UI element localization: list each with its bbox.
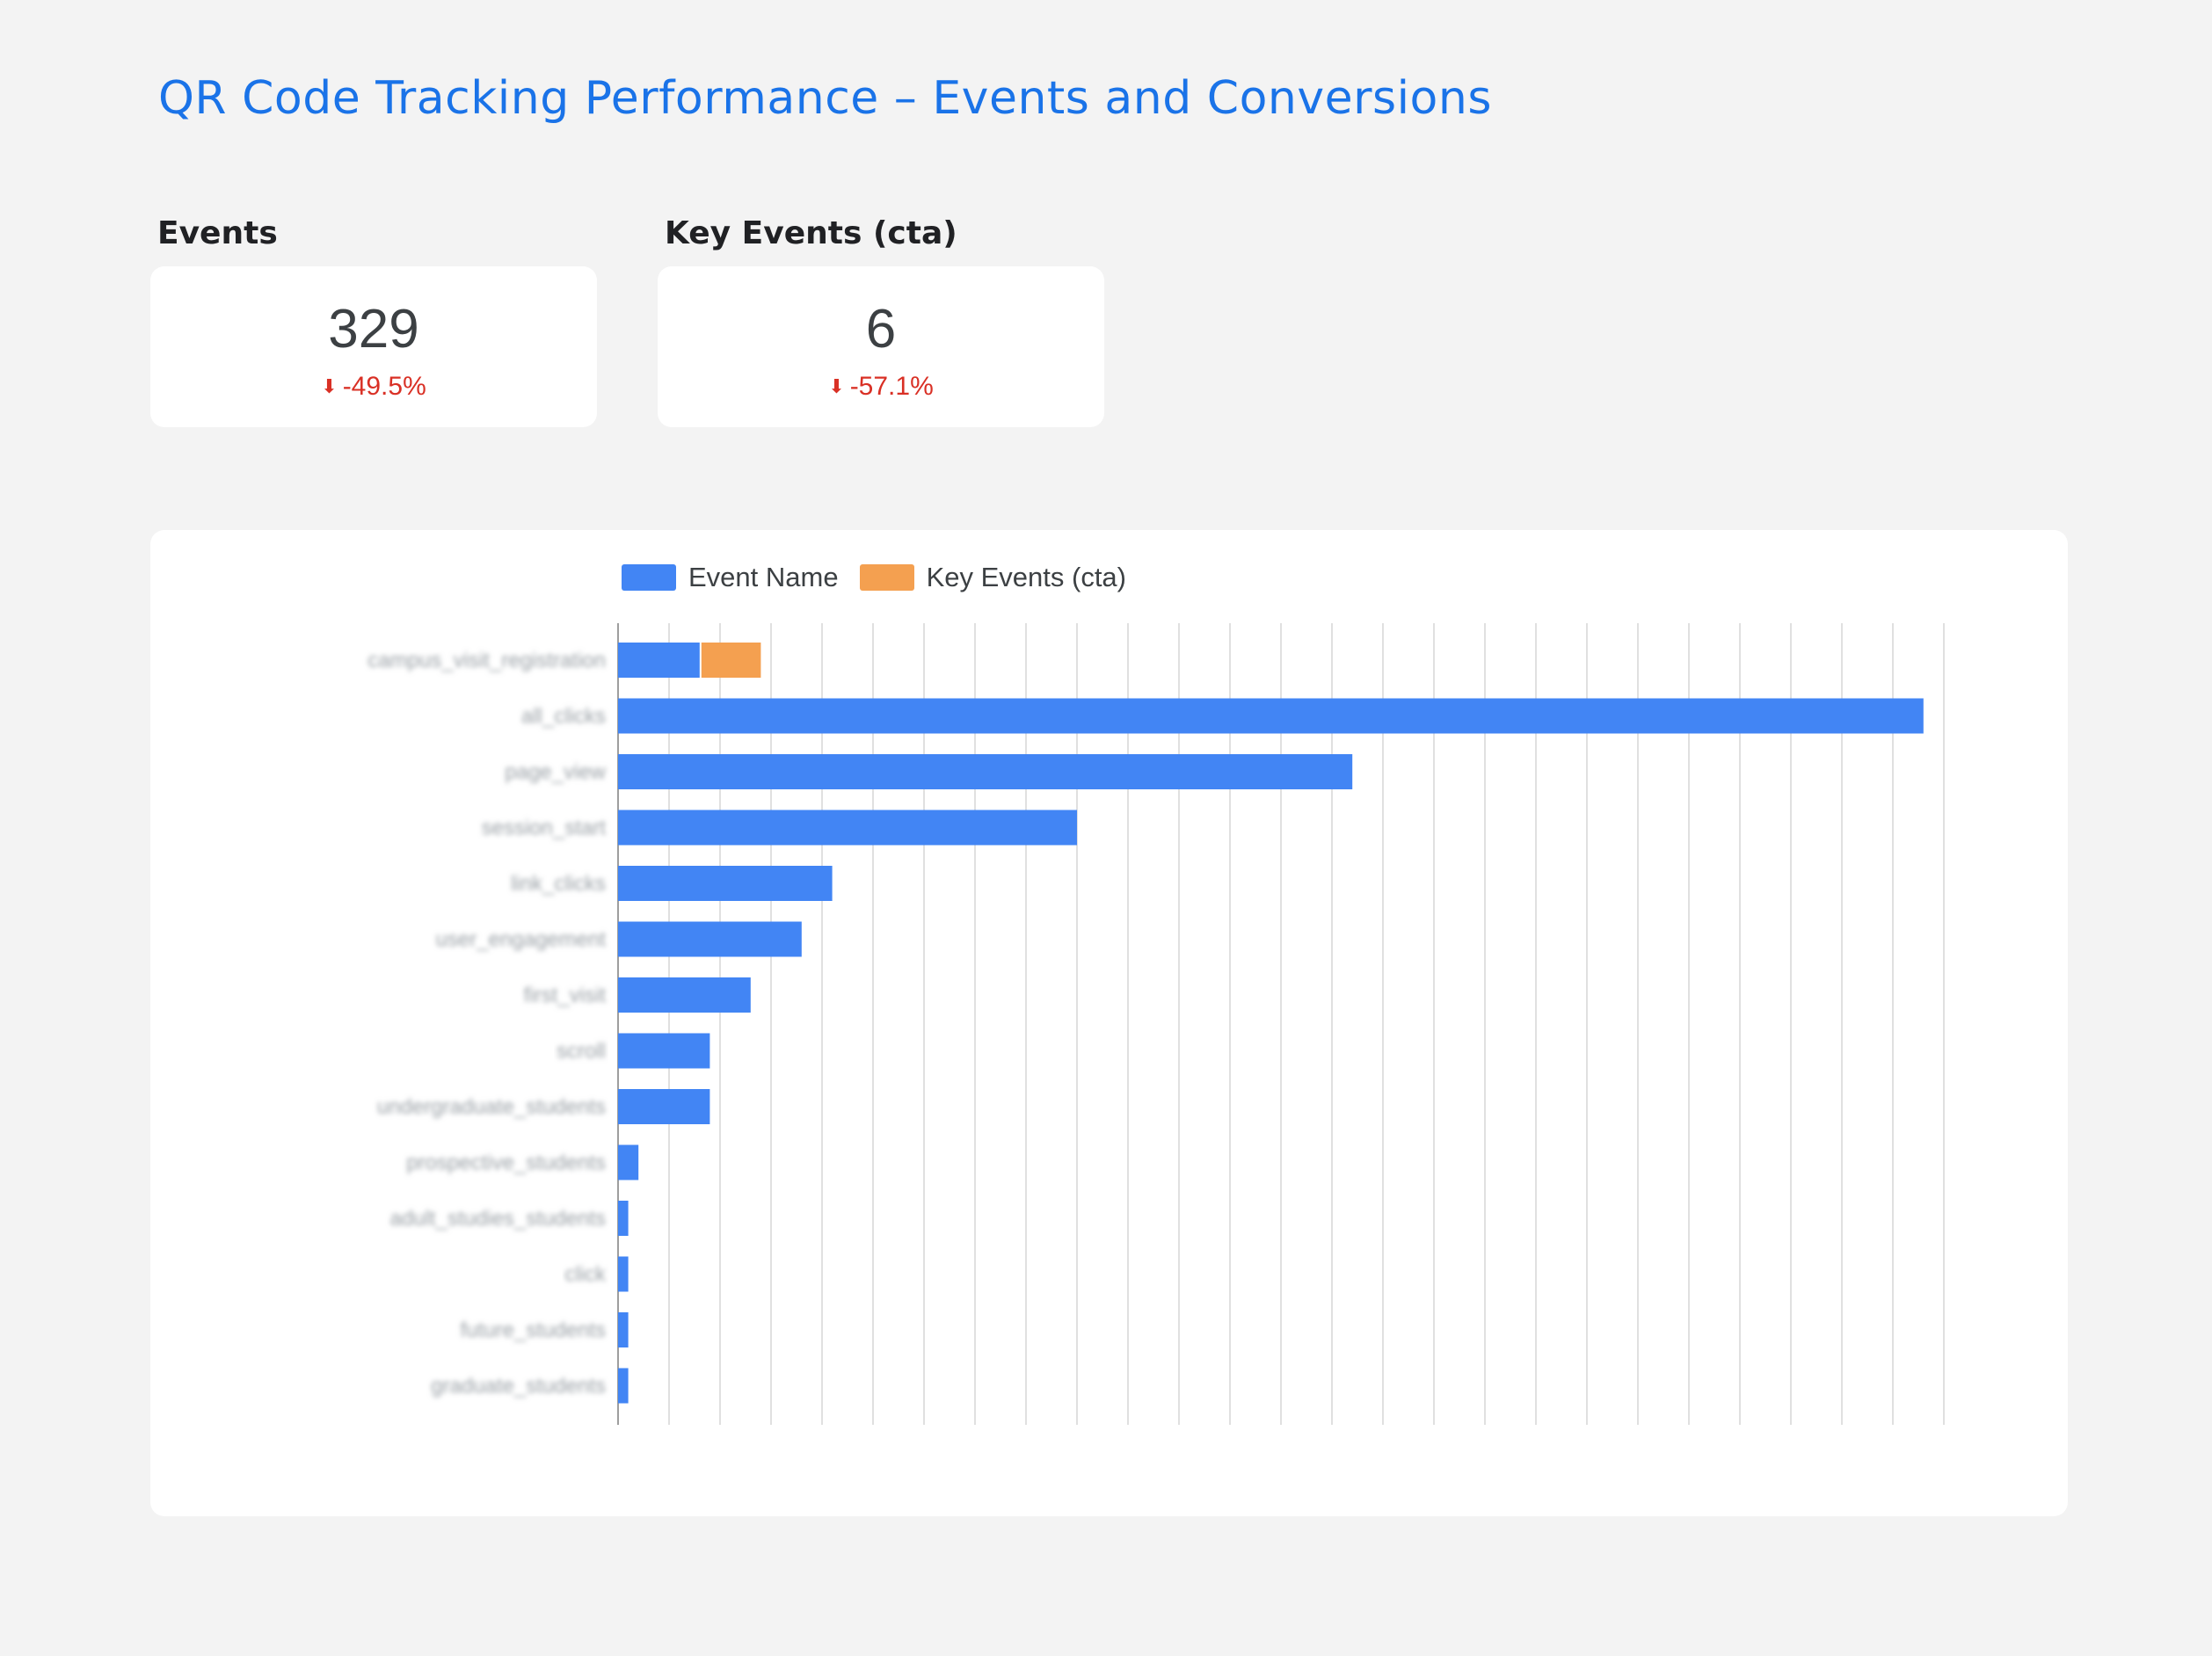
page-title: QR Code Tracking Performance – Events an… (158, 72, 1492, 125)
bar-event-name-scroll[interactable] (618, 1033, 710, 1069)
legend-label-event-name: Event Name (688, 562, 839, 592)
arrow-down-icon: ⬇ (828, 375, 845, 397)
chart-card: Event Name Key Events (cta) campus_visit… (150, 530, 2068, 1516)
category-label: campus_visit_registration (367, 649, 606, 672)
legend-swatch-event-name (622, 564, 676, 591)
bar-event-name-prospective_students[interactable] (618, 1144, 639, 1180)
bar-chart: campus_visit_registration all_clicks page_… (367, 623, 1945, 1425)
kpi-delta-key-events: ⬇ -57.1% (658, 372, 1104, 402)
bar-event-name-session_start[interactable] (618, 810, 1077, 846)
arrow-down-icon: ⬇ (321, 375, 338, 397)
bar-event-name-page_view[interactable] (618, 754, 1353, 789)
chart-legend: Event Name Key Events (cta) (622, 562, 1147, 593)
legend-item-event-name[interactable]: Event Name (622, 562, 839, 593)
kpi-delta-key-events-text: -57.1% (849, 372, 934, 401)
bar-event-name-undergraduate_students[interactable] (618, 1089, 710, 1124)
category-label: session_start (482, 817, 607, 840)
bar-event-name-user_engagement[interactable] (618, 921, 802, 957)
kpi-card-events[interactable]: 329 ⬇ -49.5% (150, 266, 597, 427)
category-label: graduate_students (431, 1375, 606, 1398)
category-label: prospective_students (406, 1151, 606, 1175)
bar-event-name-first_visit[interactable] (618, 977, 751, 1013)
category-label: all_clicks (521, 705, 606, 729)
chart-category-labels: campus_visit_registration all_clicks page_… (367, 649, 607, 1398)
bar-key-events-campus_visit_registration[interactable] (701, 643, 761, 678)
kpi-delta-events-text: -49.5% (342, 372, 426, 401)
kpi-value-key-events: 6 (865, 299, 897, 360)
chart-bars (618, 643, 1924, 1404)
category-label: undergraduate_students (377, 1095, 606, 1119)
category-label: user_engagement (436, 928, 607, 952)
kpi-delta-events: ⬇ -49.5% (150, 372, 597, 402)
bar-event-name-graduate_students[interactable] (618, 1368, 629, 1404)
kpi-label-events: Events (157, 215, 278, 251)
chart-gridlines (617, 623, 1945, 1425)
legend-swatch-key-events (859, 564, 914, 591)
bar-event-name-future_students[interactable] (618, 1312, 629, 1347)
category-label: scroll (557, 1040, 606, 1064)
category-label: page_view (505, 760, 606, 784)
bar-event-name-all_clicks[interactable] (618, 698, 1924, 734)
bar-event-name-campus_visit_registration[interactable] (618, 643, 700, 678)
legend-label-key-events: Key Events (cta) (926, 562, 1126, 592)
kpi-value-events: 329 (328, 299, 419, 360)
category-label: first_visit (524, 984, 607, 1007)
bar-event-name-link_clicks[interactable] (618, 866, 833, 901)
bar-event-name-click[interactable] (618, 1256, 629, 1292)
legend-item-key-events[interactable]: Key Events (cta) (859, 562, 1126, 593)
kpi-label-key-events: Key Events (cta) (665, 215, 957, 251)
kpi-card-key-events[interactable]: 6 ⬇ -57.1% (658, 266, 1104, 427)
category-label: link_clicks (511, 872, 606, 896)
bar-event-name-adult_studies_students[interactable] (618, 1201, 629, 1236)
category-label: click (564, 1263, 607, 1287)
category-label: adult_studies_students (389, 1207, 606, 1231)
category-label: future_students (461, 1318, 606, 1342)
